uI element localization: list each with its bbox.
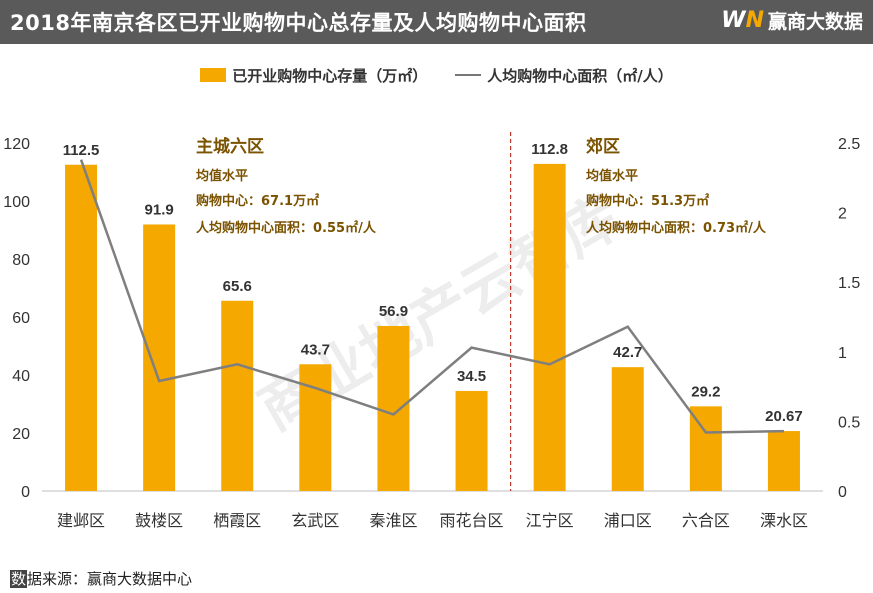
bar-value-label: 112.8 [531, 141, 568, 158]
y-right-tick-label: 1 [838, 345, 847, 362]
annotation-main-city-heading: 主城六区 [196, 136, 264, 157]
annotation-main-city-line2: 购物中心：67.1万㎡ [196, 193, 319, 209]
bar [65, 164, 98, 491]
bar-value-label: 112.5 [63, 142, 100, 159]
annotation-main-city-line1: 均值水平 [196, 168, 248, 184]
x-tick-label: 浦口区 [604, 511, 652, 530]
y-left-tick-label: 60 [12, 310, 30, 327]
y-left-tick-label: 40 [12, 368, 30, 385]
bar-value-label: 43.7 [301, 341, 330, 358]
x-tick-label: 江宁区 [526, 511, 574, 530]
brand-logo-icon: WN [721, 8, 764, 33]
chart-title: 2018年南京各区已开业购物中心总存量及人均购物中心面积 [10, 11, 587, 35]
x-tick-label: 雨花台区 [440, 511, 504, 530]
x-tick-label: 鼓楼区 [135, 511, 183, 530]
y-left-tick-label: 0 [21, 484, 30, 501]
per-capita-line [79, 159, 784, 434]
bar-value-label: 29.2 [691, 383, 720, 400]
data-source: 数据来源：赢商大数据中心 [10, 570, 193, 588]
bar-value-label: 65.6 [223, 278, 252, 295]
y-right-tick-label: 2.5 [838, 136, 860, 153]
y-left-tick-label: 20 [12, 426, 30, 443]
x-tick-label: 溧水区 [760, 511, 808, 530]
legend-label-line: 人均购物中心面积（㎡/人） [487, 66, 673, 85]
brand-logo: WN 赢商大数据 [721, 7, 863, 34]
legend-item-line: 人均购物中心面积（㎡/人） [455, 65, 673, 86]
annotation-suburb-heading: 郊区 [586, 136, 620, 157]
annotation-suburb-line3: 人均购物中心面积：0.73㎡/人 [586, 220, 767, 236]
x-tick-label: 六合区 [682, 511, 730, 530]
bar [143, 224, 176, 492]
bar-value-label: 20.67 [765, 408, 803, 425]
bar [767, 431, 800, 491]
x-tick-label: 建邺区 [57, 511, 105, 530]
y-right-tick-label: 0.5 [838, 414, 860, 431]
title-bar: 2018年南京各区已开业购物中心总存量及人均购物中心面积 WN 赢商大数据 [0, 0, 873, 44]
annotation-suburb-line2: 购物中心：51.3万㎡ [586, 193, 709, 209]
annotation-suburb-line1: 均值水平 [586, 168, 638, 184]
bar [533, 163, 566, 491]
legend: 已开业购物中心存量（万㎡） 人均购物中心面积（㎡/人） [0, 62, 873, 88]
x-tick-label: 秦淮区 [369, 511, 417, 530]
bar [611, 367, 644, 491]
bar-value-label: 56.9 [379, 303, 408, 320]
y-right-tick-label: 0 [838, 484, 847, 501]
bar [299, 364, 332, 491]
y-right-tick-label: 2 [838, 206, 847, 223]
y-left-tick-label: 120 [3, 136, 30, 153]
bar [689, 406, 722, 491]
bar-value-label: 34.5 [457, 368, 486, 385]
annotation-main-city-line3: 人均购物中心面积：0.55㎡/人 [196, 220, 377, 236]
legend-item-bar: 已开业购物中心存量（万㎡） [200, 65, 427, 86]
bar [455, 390, 488, 491]
bar [221, 300, 254, 491]
y-left-tick-label: 80 [12, 252, 30, 269]
x-tick-label: 栖霞区 [213, 511, 261, 530]
bar [377, 325, 410, 491]
bar-value-label: 91.9 [145, 201, 174, 218]
legend-line-swatch [455, 74, 482, 76]
bar-value-label: 42.7 [613, 344, 642, 361]
x-tick-label: 玄武区 [291, 511, 339, 530]
y-left-tick-label: 100 [3, 194, 30, 211]
legend-bar-swatch [200, 68, 227, 82]
brand-name: 赢商大数据 [767, 11, 863, 33]
legend-label-bar: 已开业购物中心存量（万㎡） [232, 66, 428, 85]
y-right-tick-label: 1.5 [838, 275, 860, 292]
